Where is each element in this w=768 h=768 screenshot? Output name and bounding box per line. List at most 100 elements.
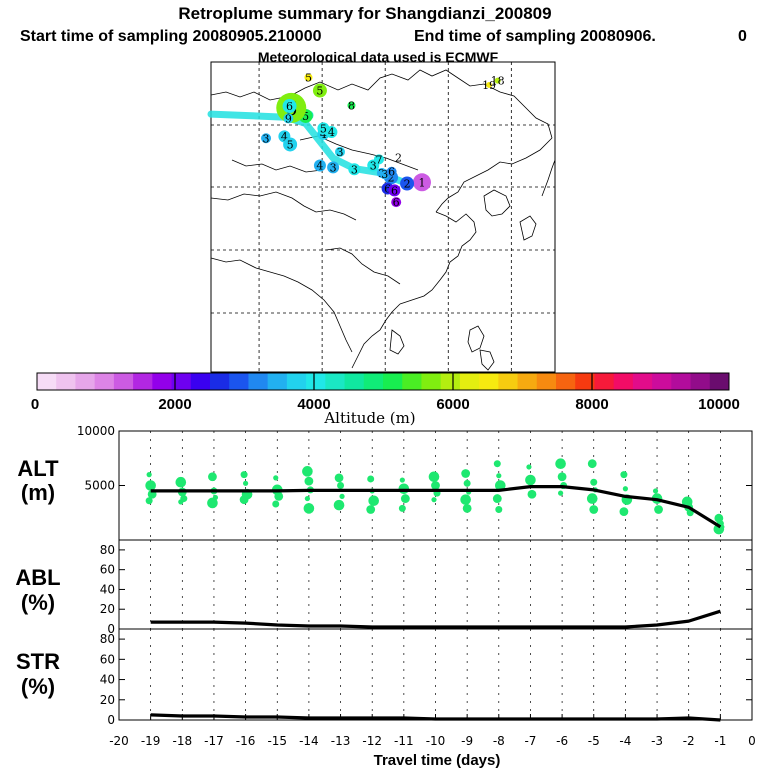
colorbar-swatch [190, 373, 211, 390]
x-tick-label: -9 [461, 734, 473, 748]
map-marker-dot [304, 73, 313, 82]
map-marker-dot [347, 101, 356, 110]
abl-label: ABL [15, 565, 60, 590]
map-marker: 9 [283, 112, 294, 125]
map-marker-label: 3 [337, 146, 344, 159]
x-tick-label: -17 [204, 734, 224, 748]
x-tick-label: -1 [714, 734, 726, 748]
colorbar-tick: 4000 [297, 396, 330, 413]
coastline [479, 349, 495, 371]
map-marker-dot [494, 77, 501, 84]
map-marker-label: 4 [316, 160, 323, 173]
y-tick-label: 60 [100, 652, 115, 666]
map-marker-dot [373, 154, 384, 165]
x-tick-label: -20 [109, 734, 129, 748]
colorbar-ticks: 0 2000 4000 6000 8000 10000 [31, 396, 740, 413]
map-marker: 2 [395, 151, 402, 164]
map-marker-dot [335, 146, 345, 157]
series-line [150, 609, 721, 629]
map-marker-label: 8 [348, 99, 355, 112]
map-marker: 2 [400, 176, 415, 191]
colorbar-swatch [440, 373, 461, 390]
alt-scatter-point [337, 482, 345, 489]
colorbar-swatch [248, 373, 269, 390]
alt-scatter-point [302, 466, 313, 477]
alt-scatter-point [431, 497, 437, 503]
colorbar-swatch [75, 373, 96, 390]
coastline [389, 329, 405, 355]
alt-scatter-point [366, 505, 376, 514]
colorbar-swatch [709, 373, 730, 390]
colorbar-swatch [690, 373, 711, 390]
map-marker-label: 5 [287, 138, 294, 151]
map-marker-dot [312, 83, 327, 98]
colorbar-swatch [113, 373, 134, 390]
alt-scatter-point [399, 477, 405, 483]
map-marker-dot [412, 173, 431, 192]
alt-scatter-point [240, 471, 248, 479]
alt-scatter-point [463, 479, 471, 487]
alt-scatter-point [239, 495, 249, 505]
colorbar-swatch [536, 373, 557, 390]
alt-scatter-point [243, 480, 249, 486]
map-marker: 5 [317, 122, 330, 135]
alt-scatter-point [274, 492, 284, 501]
coastline [210, 191, 357, 221]
panel-frame [118, 539, 753, 630]
coastline [210, 69, 553, 139]
x-tick-label: 0 [748, 734, 756, 748]
map-marker: 8 [347, 99, 356, 112]
map-marker: 5 [304, 72, 313, 85]
colorbar-swatch [94, 373, 115, 390]
str-label: STR [16, 649, 60, 674]
coastline [467, 325, 485, 353]
colorbar-swatch [383, 373, 403, 390]
alt-scatter-point [428, 471, 440, 483]
alt-scatter-point [145, 497, 153, 505]
map-marker-label: 6 [391, 184, 398, 197]
x-tick-label: -3 [651, 734, 663, 748]
alt-scatter-point [496, 473, 502, 479]
colorbar-label: Altitude (m) [323, 409, 415, 427]
coastline [231, 159, 323, 173]
end-time: End time of sampling 20080906. [414, 28, 656, 45]
alt-scatter-point [555, 458, 566, 470]
alt-scatter-point [145, 480, 156, 491]
colorbar-swatch [306, 373, 326, 390]
x-tick-label: -15 [267, 734, 287, 748]
alt-scatter-point [587, 459, 597, 469]
coastline [541, 159, 556, 197]
panel-frame [118, 628, 753, 721]
colorbar-swatch [652, 373, 672, 390]
x-tick-label: -12 [362, 734, 382, 748]
coastline [483, 189, 511, 217]
alt-scatter-point [557, 472, 567, 482]
map-marker: 5 [283, 137, 298, 152]
end-time-tail: 0 [738, 28, 747, 45]
colorbar-swatch [402, 373, 422, 390]
colorbar-tick: 2000 [158, 396, 191, 413]
colorbar-swatch [171, 373, 192, 390]
map-marker-label: 6 [384, 182, 391, 195]
colorbar-swatch [344, 373, 365, 390]
alt-scatter-point [304, 476, 314, 486]
map-marker-dot [313, 159, 326, 172]
map-marker-label: 6 [286, 100, 293, 113]
alt-scatter-point [178, 499, 184, 505]
map-marker: 6 [388, 184, 401, 197]
coastline [325, 247, 401, 285]
alt-scatter-point [339, 493, 345, 499]
map-marker-label: 2 [388, 171, 395, 184]
colorbar-swatch [459, 373, 480, 390]
coastline [519, 215, 537, 241]
colorbar-swatch [671, 373, 692, 390]
alt-scatter-point [303, 503, 315, 514]
alt-unit: (m) [21, 480, 55, 505]
y-tick-label: 80 [100, 543, 115, 557]
alt-scatter-point [652, 488, 659, 494]
map-marker: 6 [391, 196, 402, 209]
alt-scatter-point [272, 500, 280, 508]
alt-scatter-point [398, 504, 406, 512]
alt-scatter-point [495, 505, 503, 513]
alt-scatter-point [207, 497, 218, 509]
